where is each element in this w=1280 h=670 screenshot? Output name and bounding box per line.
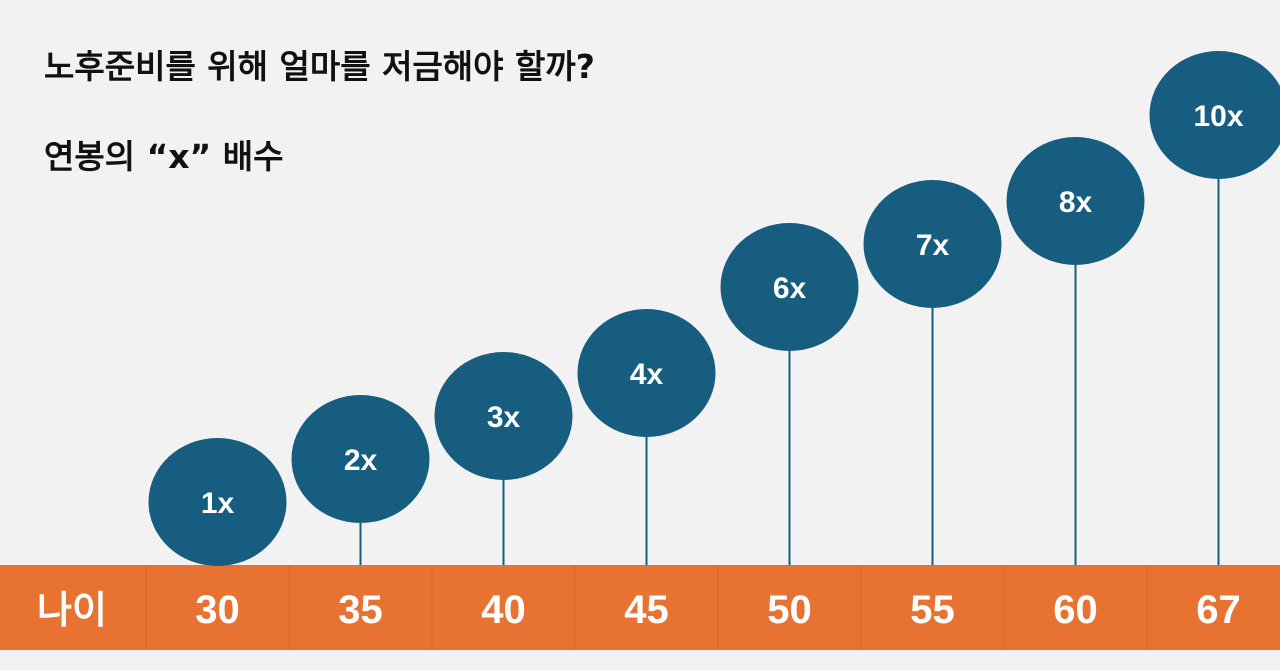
x-tick-label: 35 [338, 588, 383, 632]
bubble-point [434, 352, 573, 480]
bubble-label: 3x [487, 401, 521, 434]
bubble-label: 2x [344, 444, 378, 477]
bubble-point [1006, 137, 1145, 265]
bubble-label: 4x [630, 358, 664, 391]
chart-title: 노후준비를 위해 얼마를 저금해야 할까? [44, 47, 595, 86]
x-tick-label: 30 [195, 588, 240, 632]
x-axis-title: 나이 [37, 588, 107, 632]
chart-subtitle: 연봉의 “x” 배수 [44, 137, 284, 176]
x-tick-label: 45 [624, 588, 669, 632]
bubble-point [1149, 51, 1280, 179]
bubble-point [577, 309, 716, 437]
bubble-point [291, 395, 430, 523]
bubble-point [720, 223, 859, 351]
x-tick-label: 40 [481, 588, 526, 632]
x-tick-label: 55 [910, 588, 955, 632]
x-tick-label: 67 [1196, 588, 1241, 632]
bubble-label: 7x [916, 229, 950, 262]
bubble-label: 6x [773, 272, 807, 305]
bubble-point [863, 180, 1002, 308]
axis-band [0, 565, 1280, 650]
bubble-label: 10x [1193, 100, 1243, 133]
x-tick-label: 60 [1053, 588, 1098, 632]
bubble-point [148, 438, 287, 566]
bubble-label: 1x [201, 487, 235, 520]
x-tick-label: 50 [767, 588, 812, 632]
bubble-label: 8x [1059, 186, 1093, 219]
